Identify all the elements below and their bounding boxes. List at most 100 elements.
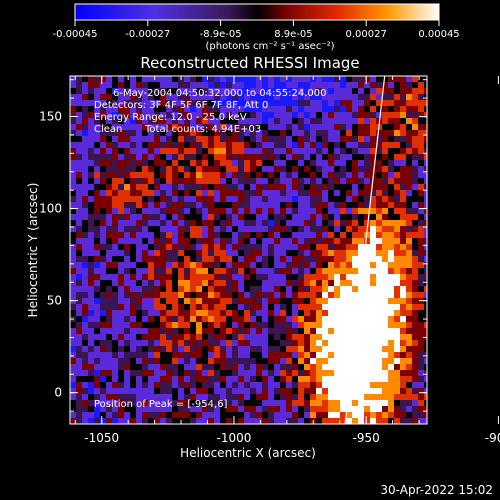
heatmap-cell: [376, 256, 383, 263]
heatmap-cell: [136, 418, 143, 424]
heatmap-cell: [382, 208, 389, 215]
heatmap-cell: [400, 118, 407, 125]
heatmap-cell: [256, 328, 263, 335]
heatmap-cell: [322, 178, 329, 185]
heatmap-cell: [388, 112, 395, 119]
heatmap-cell: [262, 292, 269, 299]
heatmap-cell: [400, 244, 407, 251]
heatmap-cell: [184, 232, 191, 239]
heatmap-cell: [382, 400, 389, 407]
heatmap-cell: [166, 340, 173, 347]
heatmap-cell: [292, 406, 299, 413]
heatmap-cell: [208, 154, 215, 161]
heatmap-cell: [148, 388, 155, 395]
heatmap-cell: [112, 346, 119, 353]
heatmap-cell: [202, 202, 209, 209]
heatmap-cell: [148, 226, 155, 233]
heatmap-cell: [286, 370, 293, 377]
heatmap-cell: [142, 316, 149, 323]
heatmap-cell: [268, 178, 275, 185]
heatmap-cell: [328, 148, 335, 155]
heatmap-cell: [394, 412, 401, 419]
heatmap-cell: [286, 328, 293, 335]
heatmap-cell: [70, 160, 77, 167]
heatmap-cell: [376, 142, 383, 149]
heatmap-cell: [268, 154, 275, 161]
heatmap-cell: [184, 304, 191, 311]
heatmap-cell: [382, 244, 389, 251]
heatmap-cell: [100, 400, 107, 407]
heatmap-cell: [196, 340, 203, 347]
heatmap-cell: [220, 244, 227, 251]
heatmap-cell: [94, 298, 101, 305]
heatmap-cell: [202, 250, 209, 257]
heatmap-cell: [328, 214, 335, 221]
heatmap-cell: [262, 352, 269, 359]
heatmap-cell: [106, 172, 113, 179]
heatmap-cell: [82, 190, 89, 197]
heatmap-cell: [70, 136, 77, 143]
heatmap-cell: [292, 274, 299, 281]
heatmap-cell: [100, 82, 107, 89]
heatmap-cell: [268, 268, 275, 275]
heatmap-cell: [202, 322, 209, 329]
heatmap-cell: [358, 244, 365, 251]
heatmap-cell: [346, 82, 353, 89]
heatmap-cell: [262, 148, 269, 155]
heatmap-cell: [220, 100, 227, 107]
heatmap-cell: [316, 214, 323, 221]
heatmap-cell: [400, 418, 407, 424]
heatmap-cell: [286, 358, 293, 365]
heatmap-cell: [298, 268, 305, 275]
heatmap-cell: [178, 298, 185, 305]
heatmap-cell: [154, 412, 161, 419]
heatmap-cell: [190, 124, 197, 131]
heatmap-cell: [100, 370, 107, 377]
heatmap-cell: [364, 382, 371, 389]
heatmap-cell: [364, 280, 371, 287]
heatmap-cell: [148, 370, 155, 377]
heatmap-cell: [256, 346, 263, 353]
heatmap-cell: [88, 112, 95, 119]
heatmap-cell: [208, 220, 215, 227]
heatmap-cell: [274, 106, 281, 113]
heatmap-cell: [406, 406, 413, 413]
heatmap-cell: [424, 250, 427, 257]
heatmap-cell: [148, 238, 155, 245]
heatmap-cell: [190, 94, 197, 101]
heatmap-cell: [142, 148, 149, 155]
heatmap-cell: [166, 160, 173, 167]
heatmap-cell: [136, 214, 143, 221]
heatmap-cell: [250, 286, 257, 293]
heatmap-cell: [172, 406, 179, 413]
heatmap-cell: [388, 160, 395, 167]
heatmap-cell: [82, 334, 89, 341]
heatmap-cell: [238, 322, 245, 329]
heatmap-cell: [208, 364, 215, 371]
heatmap-cell: [124, 136, 131, 143]
heatmap-cell: [304, 124, 311, 131]
heatmap-cell: [154, 274, 161, 281]
heatmap-cell: [220, 412, 227, 419]
heatmap-cell: [154, 208, 161, 215]
heatmap-cell: [238, 94, 245, 101]
heatmap-cell: [334, 268, 341, 275]
annotation-time-range: 6-May-2004 04:50:32.000 to 04:55:24.000: [113, 88, 326, 99]
heatmap-cell: [214, 280, 221, 287]
heatmap-cell: [82, 166, 89, 173]
heatmap-cell: [316, 394, 323, 401]
heatmap-cell: [118, 124, 125, 131]
heatmap-cell: [274, 250, 281, 257]
colorbar-tick-label: 8.9e-05: [274, 29, 312, 40]
heatmap-cell: [112, 298, 119, 305]
heatmap-cell: [142, 280, 149, 287]
heatmap-cell: [208, 406, 215, 413]
heatmap-cell: [286, 130, 293, 137]
heatmap-cell: [274, 394, 281, 401]
heatmap-cell: [394, 316, 401, 323]
heatmap-cell: [118, 94, 125, 101]
heatmap-cell: [388, 358, 395, 365]
heatmap-cell: [244, 322, 251, 329]
heatmap-cell: [418, 268, 425, 275]
heatmap-cell: [154, 346, 161, 353]
